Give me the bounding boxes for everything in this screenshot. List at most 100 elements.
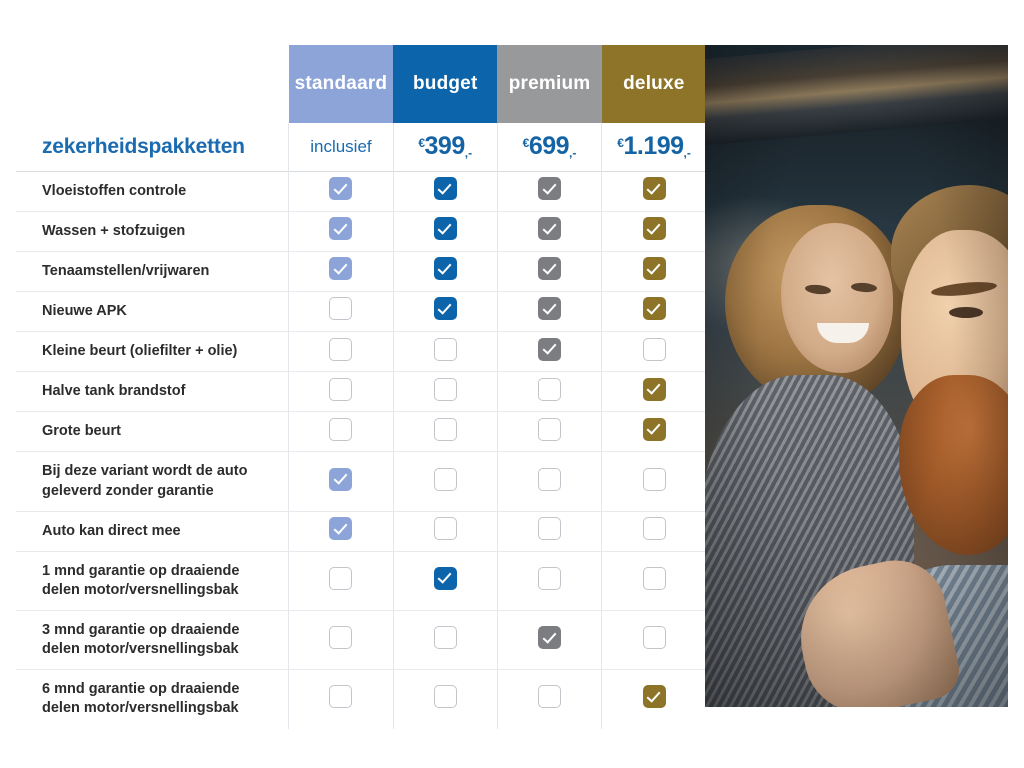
feature-cell-budget[interactable] <box>392 511 498 552</box>
checkbox-unchecked-icon[interactable] <box>433 517 457 541</box>
feature-cell-budget[interactable] <box>392 371 498 412</box>
package-header-deluxe[interactable]: deluxe <box>601 45 706 123</box>
feature-cell-deluxe[interactable] <box>601 669 706 729</box>
package-header-budget[interactable]: budget <box>393 45 498 123</box>
feature-cell-deluxe[interactable] <box>601 171 706 212</box>
checkbox-unchecked-icon[interactable] <box>433 626 457 650</box>
feature-cell-standaard[interactable] <box>288 211 394 252</box>
checkbox-unchecked-icon[interactable] <box>329 417 353 441</box>
checkbox-unchecked-icon[interactable] <box>642 626 666 650</box>
feature-cell-premium[interactable] <box>496 291 602 332</box>
feature-cell-budget[interactable] <box>392 551 498 611</box>
checkbox-unchecked-icon[interactable] <box>642 337 666 361</box>
checkbox-checked-icon[interactable] <box>329 257 353 281</box>
feature-cell-premium[interactable] <box>496 451 602 512</box>
checkbox-checked-icon[interactable] <box>642 417 666 441</box>
feature-cell-deluxe[interactable] <box>601 371 706 412</box>
feature-cell-standaard[interactable] <box>288 171 394 212</box>
feature-cell-standaard[interactable] <box>288 411 394 452</box>
feature-cell-standaard[interactable] <box>288 511 394 552</box>
feature-cell-premium[interactable] <box>496 211 602 252</box>
checkbox-checked-icon[interactable] <box>433 297 457 321</box>
checkbox-unchecked-icon[interactable] <box>329 297 353 321</box>
checkbox-unchecked-icon[interactable] <box>433 467 457 491</box>
feature-cell-standaard[interactable] <box>288 371 394 412</box>
feature-cell-deluxe[interactable] <box>601 551 706 611</box>
feature-cell-standaard[interactable] <box>288 291 394 332</box>
feature-cell-premium[interactable] <box>496 411 602 452</box>
checkbox-unchecked-icon[interactable] <box>329 337 353 361</box>
checkbox-unchecked-icon[interactable] <box>329 377 353 401</box>
checkbox-unchecked-icon[interactable] <box>433 377 457 401</box>
package-header-premium[interactable]: premium <box>497 45 602 123</box>
checkbox-unchecked-icon[interactable] <box>538 377 562 401</box>
checkbox-checked-icon[interactable] <box>642 377 666 401</box>
feature-cell-standaard[interactable] <box>288 610 394 670</box>
checkbox-checked-icon[interactable] <box>433 217 457 241</box>
feature-cell-budget[interactable] <box>392 171 498 212</box>
feature-cell-deluxe[interactable] <box>601 291 706 332</box>
feature-cell-budget[interactable] <box>392 610 498 670</box>
feature-cell-premium[interactable] <box>496 251 602 292</box>
feature-cell-deluxe[interactable] <box>601 451 706 512</box>
checkbox-checked-icon[interactable] <box>329 217 353 241</box>
checkbox-checked-icon[interactable] <box>433 257 457 281</box>
checkbox-checked-icon[interactable] <box>329 467 353 491</box>
checkbox-unchecked-icon[interactable] <box>329 685 353 709</box>
checkbox-checked-icon[interactable] <box>433 177 457 201</box>
feature-cell-budget[interactable] <box>392 411 498 452</box>
package-header-standaard[interactable]: standaard <box>288 45 394 123</box>
checkbox-checked-icon[interactable] <box>642 217 666 241</box>
feature-cell-premium[interactable] <box>496 551 602 611</box>
checkbox-checked-icon[interactable] <box>433 566 457 590</box>
checkbox-checked-icon[interactable] <box>642 177 666 201</box>
checkbox-unchecked-icon[interactable] <box>642 517 666 541</box>
feature-cell-deluxe[interactable] <box>601 251 706 292</box>
checkbox-unchecked-icon[interactable] <box>538 467 562 491</box>
checkbox-checked-icon[interactable] <box>538 626 562 650</box>
feature-cell-deluxe[interactable] <box>601 511 706 552</box>
checkbox-unchecked-icon[interactable] <box>538 566 562 590</box>
feature-cell-budget[interactable] <box>392 331 498 372</box>
checkbox-checked-icon[interactable] <box>329 517 353 541</box>
feature-cell-premium[interactable] <box>496 511 602 552</box>
feature-cell-deluxe[interactable] <box>601 610 706 670</box>
checkbox-unchecked-icon[interactable] <box>433 337 457 361</box>
checkbox-checked-icon[interactable] <box>538 177 562 201</box>
feature-cell-budget[interactable] <box>392 251 498 292</box>
checkbox-checked-icon[interactable] <box>538 257 562 281</box>
feature-cell-premium[interactable] <box>496 669 602 729</box>
checkbox-checked-icon[interactable] <box>642 685 666 709</box>
checkbox-checked-icon[interactable] <box>538 217 562 241</box>
checkbox-unchecked-icon[interactable] <box>433 685 457 709</box>
checkbox-checked-icon[interactable] <box>538 297 562 321</box>
checkbox-checked-icon[interactable] <box>642 257 666 281</box>
feature-cell-budget[interactable] <box>392 291 498 332</box>
checkbox-checked-icon[interactable] <box>642 297 666 321</box>
checkbox-unchecked-icon[interactable] <box>329 626 353 650</box>
feature-cell-premium[interactable] <box>496 371 602 412</box>
feature-cell-standaard[interactable] <box>288 251 394 292</box>
feature-cell-standaard[interactable] <box>288 451 394 512</box>
checkbox-unchecked-icon[interactable] <box>642 566 666 590</box>
feature-cell-standaard[interactable] <box>288 669 394 729</box>
checkbox-unchecked-icon[interactable] <box>329 566 353 590</box>
feature-cell-standaard[interactable] <box>288 551 394 611</box>
feature-cell-deluxe[interactable] <box>601 411 706 452</box>
checkbox-unchecked-icon[interactable] <box>538 417 562 441</box>
feature-cell-budget[interactable] <box>392 669 498 729</box>
checkbox-checked-icon[interactable] <box>538 337 562 361</box>
checkbox-unchecked-icon[interactable] <box>538 517 562 541</box>
checkbox-unchecked-icon[interactable] <box>433 417 457 441</box>
feature-cell-deluxe[interactable] <box>601 331 706 372</box>
checkbox-unchecked-icon[interactable] <box>538 685 562 709</box>
checkbox-checked-icon[interactable] <box>329 177 353 201</box>
feature-cell-standaard[interactable] <box>288 331 394 372</box>
feature-cell-premium[interactable] <box>496 171 602 212</box>
feature-cell-premium[interactable] <box>496 331 602 372</box>
feature-cell-premium[interactable] <box>496 610 602 670</box>
feature-cell-budget[interactable] <box>392 451 498 512</box>
feature-cell-budget[interactable] <box>392 211 498 252</box>
checkbox-unchecked-icon[interactable] <box>642 467 666 491</box>
feature-cell-deluxe[interactable] <box>601 211 706 252</box>
